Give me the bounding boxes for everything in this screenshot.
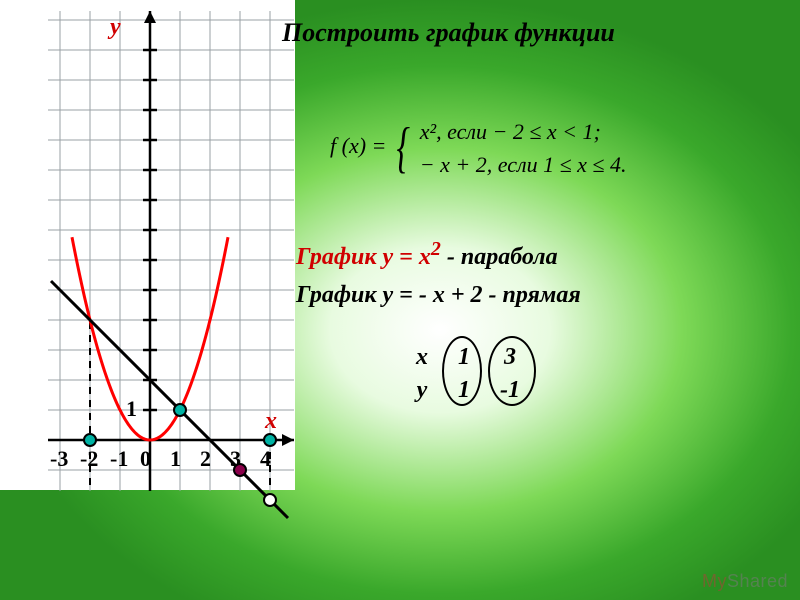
line-caption: График y = - x + 2 - прямая	[296, 282, 581, 309]
formula-cases: x², если − 2 ≤ x < 1; − x + 2, если 1 ≤ …	[420, 115, 627, 181]
formula-case-1: x², если − 2 ≤ x < 1;	[420, 119, 601, 144]
x-tick: 0	[140, 446, 151, 472]
brace-icon: {	[396, 123, 409, 173]
slide: x y -3-2-101234 1 Построить график функц…	[0, 0, 800, 600]
parabola-suffix: - парабола	[447, 244, 558, 270]
watermark-text: Shared	[727, 571, 788, 591]
graph-svg	[0, 0, 300, 520]
parabola-prefix: График y = x	[296, 244, 431, 270]
parabola-caption: График y = x2 - парабола	[296, 238, 558, 271]
table-y-header: y	[402, 375, 442, 406]
x-tick: -1	[110, 446, 128, 472]
page-title: Построить график функции	[282, 18, 615, 48]
formula-lhs: f (x) =	[330, 133, 386, 158]
axis-y-label: y	[110, 14, 121, 41]
x-tick: 4	[260, 446, 271, 472]
table-x-header: x	[402, 342, 442, 373]
x-tick: -3	[50, 446, 68, 472]
piecewise-formula: f (x) = { x², если − 2 ≤ x < 1; − x + 2,…	[330, 115, 626, 181]
x-tick: 3	[230, 446, 241, 472]
y-tick-1: 1	[126, 396, 137, 422]
formula-case-2: − x + 2, если 1 ≤ x ≤ 4.	[420, 152, 627, 177]
x-tick: 1	[170, 446, 181, 472]
watermark: MyShared	[702, 571, 788, 592]
parabola-sup: 2	[431, 238, 441, 260]
x-tick: 2	[200, 446, 211, 472]
x-tick: -2	[80, 446, 98, 472]
axis-x-label: x	[265, 408, 277, 435]
oval-1	[442, 336, 482, 406]
value-table: x 1 3 y 1 -1	[400, 340, 536, 408]
oval-2	[488, 336, 536, 406]
